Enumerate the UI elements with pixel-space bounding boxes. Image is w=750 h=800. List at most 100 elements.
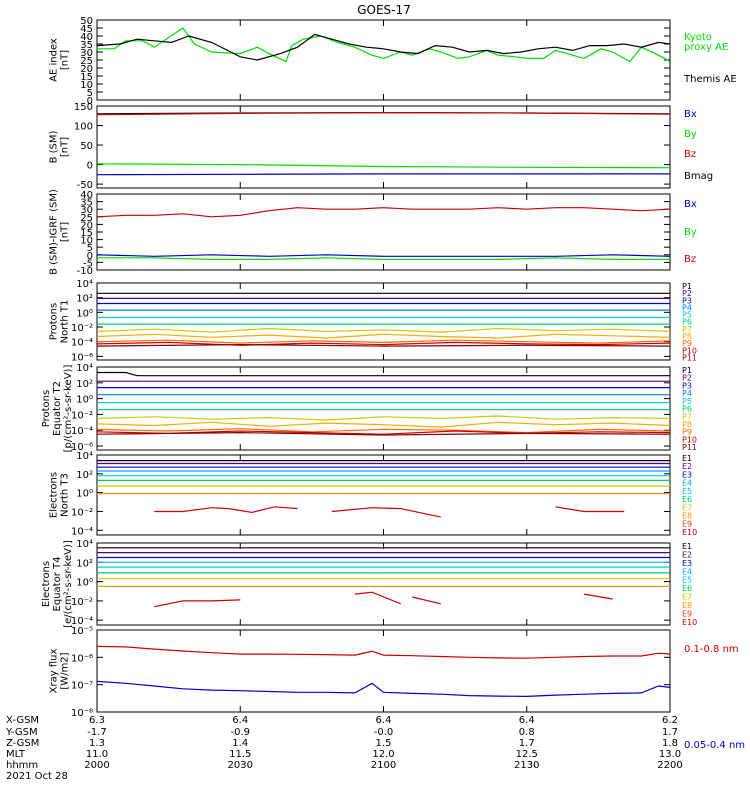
y-axis-label: North T3 <box>60 473 71 517</box>
y-tick-label: 10⁴ <box>76 539 93 550</box>
y-tick-label: -50 <box>77 180 93 191</box>
y-tick-label: 0 <box>87 161 93 172</box>
legend-item: E2 <box>682 462 692 471</box>
series-line-bz <box>97 207 670 218</box>
plot-title: GOES-17 <box>357 3 411 17</box>
series-line-themis-ae <box>97 33 670 61</box>
legend-item: E1 <box>682 542 692 551</box>
y-tick-label: 25 <box>80 213 93 224</box>
y-tick-label: 10⁻² <box>71 597 93 608</box>
series-line-p7 <box>97 327 670 333</box>
y-tick-label: 10⁴ <box>76 363 93 374</box>
y-tick-label: 10⁰ <box>76 578 93 589</box>
y-tick-label: 50 <box>80 141 93 152</box>
y-tick-label: 10⁻⁴ <box>71 426 93 437</box>
y-axis-label: North T1 <box>60 300 71 344</box>
footer-value: 2100 <box>371 760 396 771</box>
legend-item: P1 <box>682 366 692 375</box>
footer-value: 1.8 <box>662 738 678 749</box>
y-tick-label: 30 <box>80 205 93 216</box>
y-tick-label: 10² <box>76 294 93 305</box>
y-tick-label: 10⁻⁶ <box>71 653 93 664</box>
legend-item: Bz <box>684 254 696 265</box>
footer-value: 1.5 <box>376 738 392 749</box>
footer-value: 6.4 <box>376 715 392 726</box>
footer-row-label: hhmm <box>6 760 38 771</box>
footer-value: 1.4 <box>232 738 248 749</box>
y-axis-label: Protons <box>49 303 60 340</box>
legend-item: P9 <box>682 339 692 348</box>
legend-item: E6 <box>682 495 692 504</box>
footer-value: 0.8 <box>519 727 535 738</box>
legend-item: proxy AE <box>684 42 728 53</box>
y-tick-label: 20 <box>80 64 93 75</box>
y-tick-label: 10⁻⁸ <box>71 708 93 719</box>
panel-frame <box>96 629 671 713</box>
y-tick-label: 35 <box>80 40 93 51</box>
series-line-p1 <box>97 371 670 377</box>
y-tick-label: 5 <box>87 88 93 99</box>
legend-item: 0.05-0.4 nm <box>684 740 745 751</box>
y-tick-label: -10 <box>77 266 93 277</box>
footer-value: -0.0 <box>374 727 394 738</box>
legend-item: P2 <box>682 374 692 383</box>
footer-value: 2000 <box>84 760 109 771</box>
legend-item: P5 <box>682 397 692 406</box>
legend-item: Bx <box>684 109 697 120</box>
panel-frame <box>96 105 671 189</box>
footer-value: 1.7 <box>662 727 678 738</box>
y-tick-label: 10⁻² <box>71 507 93 518</box>
legend-item: E6 <box>682 584 692 593</box>
footer-row-label: X-GSM <box>6 715 39 726</box>
y-tick-label: 10⁻² <box>71 323 93 334</box>
y-tick-label: 40 <box>80 32 93 43</box>
y-tick-label: 10⁻⁶ <box>71 442 93 453</box>
panel-bsm: -50 0 50 100 150 B (SM) [nT] Bx By Bz Bmag <box>49 102 714 191</box>
series-line-bz <box>97 111 670 116</box>
legend-item: P2 <box>682 289 692 298</box>
series-line-by <box>97 257 670 260</box>
legend-item: P6 <box>682 318 692 327</box>
footer-value: -1.7 <box>87 727 107 738</box>
footer-row-label: Y-GSM <box>5 727 38 738</box>
y-axis-label: [nT] <box>60 50 71 70</box>
y-tick-label: 10⁰ <box>76 489 93 500</box>
legend-item: E8 <box>682 511 692 520</box>
series-line-e9b <box>583 593 613 600</box>
series-line-0-05-0-4-nm <box>97 680 670 698</box>
y-tick-label: 100 <box>74 122 93 133</box>
panel-et3: 10⁴ 10² 10⁰ 10⁻² 10⁻⁴ Electrons North T3 E1E2E3… <box>49 451 698 537</box>
legend-item: E8 <box>682 601 692 610</box>
panel-xray: 10⁻⁵ 10⁻⁶ 10⁻⁷ 10⁻⁸ Xray flux [W/m2] 0.1-0.8 n… <box>49 626 746 751</box>
y-tick-label: -5 <box>83 258 93 269</box>
footer-value: -0.9 <box>230 727 250 738</box>
y-tick-label: 10 <box>80 80 93 91</box>
series-line-p10 <box>97 341 670 346</box>
footer-value: 1.7 <box>519 738 535 749</box>
legend-item: E4 <box>682 479 692 488</box>
y-axis-label: B (SM)-IGRF (SM) <box>49 189 60 275</box>
footer-row-label: MLT <box>6 749 26 760</box>
legend-item: P4 <box>682 303 692 312</box>
y-tick-label: 10⁻⁴ <box>71 526 93 537</box>
y-tick-label: 10⁻⁶ <box>71 352 93 363</box>
series-line-p9 <box>97 428 670 434</box>
series-line-bx <box>97 254 670 257</box>
y-tick-label: 10⁻⁴ <box>71 616 93 627</box>
series-line-p7 <box>97 415 670 421</box>
legend-item: E3 <box>682 470 692 479</box>
y-tick-label: 10⁻⁷ <box>71 681 93 692</box>
legend-item: E3 <box>682 559 692 568</box>
y-tick-label: 45 <box>80 24 93 35</box>
legend-item: E4 <box>682 567 692 576</box>
legend-item: E10 <box>682 528 697 537</box>
series-line-e10 <box>331 507 441 518</box>
panel-frame <box>96 19 671 101</box>
y-tick-label: 10⁻⁴ <box>71 338 93 349</box>
footer-value: 11.0 <box>86 749 108 760</box>
legend-item: Bx <box>684 199 697 210</box>
y-axis-label: Xray flux <box>49 649 60 694</box>
series-line-bx <box>97 173 670 176</box>
legend-item: P9 <box>682 428 692 437</box>
